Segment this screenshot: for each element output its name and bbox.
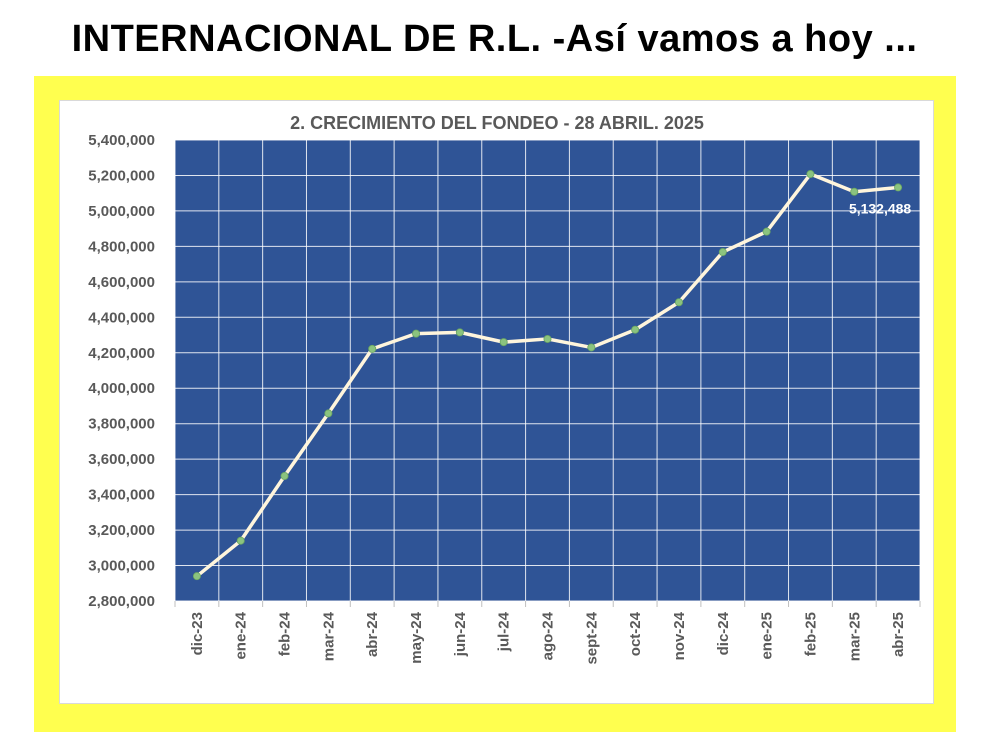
data-point xyxy=(412,329,421,338)
y-tick-label: 4,000,000 xyxy=(88,380,155,397)
x-tick-label: feb-25 xyxy=(802,612,819,656)
y-tick-label: 3,400,000 xyxy=(88,487,155,504)
y-tick-label: 5,000,000 xyxy=(88,203,155,220)
data-label: 5,132,488 xyxy=(849,200,911,216)
x-tick-label: dic-23 xyxy=(189,612,206,655)
data-point xyxy=(543,334,552,343)
data-point xyxy=(236,536,245,545)
x-tick-label: ago-24 xyxy=(540,611,557,660)
data-point xyxy=(718,248,727,257)
x-tick-label: may-24 xyxy=(408,611,425,663)
data-point xyxy=(806,170,815,179)
data-point xyxy=(850,187,859,196)
data-point xyxy=(368,344,377,353)
page-title: INTERNACIONAL DE R.L. -Así vamos a hoy .… xyxy=(71,18,918,60)
data-point xyxy=(455,328,464,337)
plot-area xyxy=(175,140,920,601)
y-tick-label: 3,000,000 xyxy=(88,558,155,575)
x-tick-label: abr-25 xyxy=(890,612,907,657)
data-point xyxy=(631,325,640,334)
x-tick-label: nov-24 xyxy=(671,611,688,660)
y-tick-label: 2,800,000 xyxy=(88,593,155,610)
x-tick-label: jun-24 xyxy=(452,611,469,657)
chart-title: 2. CRECIMIENTO DEL FONDEO - 28 ABRIL. 20… xyxy=(290,113,704,133)
x-tick-label: ene-24 xyxy=(233,611,250,659)
x-tick-label: mar-24 xyxy=(320,611,337,661)
x-tick-label: abr-24 xyxy=(364,611,381,657)
data-point xyxy=(894,183,903,192)
x-tick-label: ene-25 xyxy=(759,612,776,660)
x-tick-label: oct-24 xyxy=(627,611,644,656)
data-point xyxy=(587,343,596,352)
y-tick-label: 4,400,000 xyxy=(88,309,155,326)
x-tick-label: mar-25 xyxy=(846,612,863,661)
y-tick-label: 3,800,000 xyxy=(88,416,155,433)
x-tick-label: feb-24 xyxy=(277,611,294,656)
data-point xyxy=(674,298,683,307)
y-tick-label: 3,600,000 xyxy=(88,451,155,468)
y-tick-label: 4,200,000 xyxy=(88,345,155,362)
x-tick-label: sept-24 xyxy=(583,611,600,664)
y-tick-label: 3,200,000 xyxy=(88,522,155,539)
y-tick-label: 4,800,000 xyxy=(88,238,155,255)
y-tick-label: 5,200,000 xyxy=(88,167,155,184)
x-tick-label: jul-24 xyxy=(496,611,513,652)
data-point xyxy=(324,409,333,418)
x-tick-label: dic-24 xyxy=(715,611,732,655)
y-tick-label: 5,400,000 xyxy=(88,132,155,149)
data-point xyxy=(280,471,289,480)
data-point xyxy=(762,227,771,236)
data-point xyxy=(192,572,201,581)
y-tick-label: 4,600,000 xyxy=(88,274,155,291)
data-point xyxy=(499,338,508,347)
